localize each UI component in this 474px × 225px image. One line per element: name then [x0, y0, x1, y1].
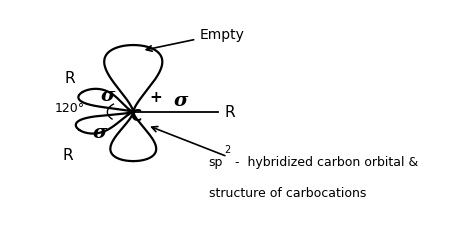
Text: σ: σ [93, 124, 108, 142]
Text: σ: σ [100, 87, 115, 105]
Text: R: R [64, 71, 75, 86]
Text: 120°: 120° [55, 101, 85, 115]
Text: structure of carbocations: structure of carbocations [209, 186, 366, 199]
Text: Empty: Empty [146, 28, 244, 52]
Text: 2: 2 [224, 144, 230, 154]
Text: +: + [149, 90, 162, 104]
Text: σ: σ [173, 91, 188, 109]
Text: -  hybridized carbon orbital &: - hybridized carbon orbital & [228, 155, 419, 168]
Text: R: R [225, 105, 235, 120]
Text: sp: sp [209, 155, 223, 168]
Text: R: R [62, 147, 73, 162]
Text: C: C [130, 108, 141, 123]
